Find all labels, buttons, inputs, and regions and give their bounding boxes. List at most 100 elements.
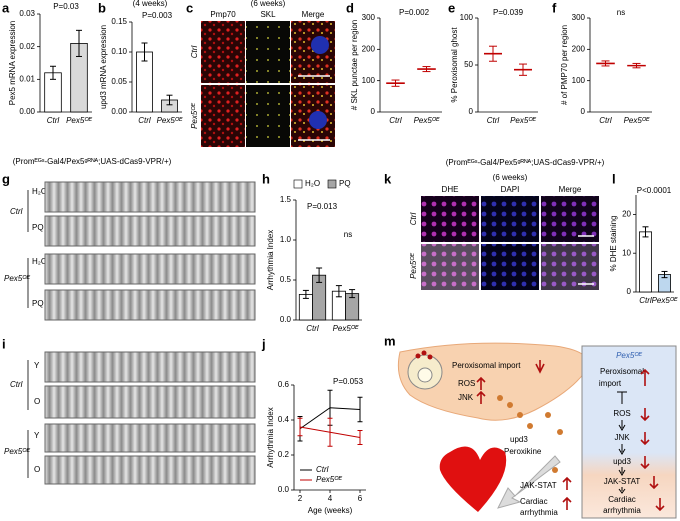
particle xyxy=(497,395,503,401)
secreted-factor xyxy=(497,395,563,473)
y-axis-label: Arrhythmia Index xyxy=(266,230,275,290)
x-tick-label: 6 xyxy=(358,494,363,503)
nucleus xyxy=(309,111,327,129)
row-label: Pex5ᴼᴱ xyxy=(409,253,418,279)
annotation: P=0.003 xyxy=(142,11,173,20)
y-tick-label: 0.6 xyxy=(278,380,290,389)
diagram-label: Peroxisomal import xyxy=(452,361,521,370)
y-tick-label: 300 xyxy=(572,13,586,22)
panel-label: g xyxy=(2,171,10,186)
box-step: Peroxisomal xyxy=(600,367,644,376)
image xyxy=(246,21,290,83)
x-tick-label: Pex5ᴼᴱ xyxy=(66,116,92,125)
column-label: DHE xyxy=(442,185,459,194)
row-label: Pex5ᴼᴱ xyxy=(190,103,199,129)
panel-label: f xyxy=(552,0,557,15)
box-title: Pex5ᴼᴱ xyxy=(616,351,642,360)
arrow-up xyxy=(562,476,572,510)
x-tick-label: Ctrl xyxy=(306,324,319,333)
peroxisome xyxy=(421,350,427,356)
legend-swatch xyxy=(293,179,303,189)
x-tick-label: 4 xyxy=(328,494,333,503)
row-label: H₂O xyxy=(32,187,47,196)
x-tick-label: Ctrl xyxy=(47,116,60,125)
annotation: P=0.002 xyxy=(399,8,430,17)
panel-label: d xyxy=(346,0,354,15)
kymograph xyxy=(44,253,256,285)
panel-label: j xyxy=(261,336,266,351)
legend-swatch xyxy=(327,179,337,189)
subtitle: (6 weeks) xyxy=(493,173,528,182)
box-step: arrhythmia xyxy=(603,506,641,515)
y-tick-label: 100 xyxy=(572,76,586,85)
y-tick-label: 0.10 xyxy=(111,47,127,56)
y-tick-label: 0 xyxy=(371,107,376,116)
y-tick-label: 0 xyxy=(627,287,632,296)
group-label: Pex5ᴼᴱ xyxy=(4,447,30,456)
arrow-down xyxy=(535,360,545,374)
kymograph xyxy=(44,181,256,213)
panel-label: i xyxy=(2,336,6,351)
y-tick-label: 100 xyxy=(460,13,474,22)
peroxisome xyxy=(427,354,433,360)
diagram-label: Cardiac xyxy=(520,497,548,506)
kymograph xyxy=(44,423,256,453)
annotation: P=0.039 xyxy=(493,8,524,17)
annotation: P<0.0001 xyxy=(637,186,672,195)
image xyxy=(421,196,479,242)
arrow-up xyxy=(640,368,650,386)
bar xyxy=(639,231,652,293)
y-axis-label: % DHE staining xyxy=(609,215,618,271)
row-label: PQ xyxy=(32,223,44,232)
y-tick-label: 0.01 xyxy=(19,74,35,83)
arrow-up xyxy=(476,376,486,404)
panel-label: k xyxy=(384,171,392,186)
y-tick-label: 0.02 xyxy=(19,42,35,51)
subtitle: (4 weeks) xyxy=(133,0,168,8)
image xyxy=(246,85,290,147)
legend-label: H₂O xyxy=(305,179,320,188)
row-label: H₂O xyxy=(32,257,47,266)
x-tick-label: Pex5ᴼᴱ xyxy=(652,296,678,305)
x-tick-label: Pex5ᴼᴱ xyxy=(333,324,359,333)
y-tick-label: 1.0 xyxy=(280,235,292,244)
pathway-arrow xyxy=(617,391,627,494)
image xyxy=(481,244,539,290)
particle xyxy=(557,429,563,435)
y-tick-label: 0.2 xyxy=(278,450,290,459)
box-step: JAK-STAT xyxy=(604,477,641,486)
micrographs xyxy=(201,21,335,147)
panel-label: m xyxy=(384,333,396,348)
x-tick-label: 2 xyxy=(298,494,303,503)
y-axis-label: % Peroxisomal ghost xyxy=(450,27,459,103)
row-label: Ctrl xyxy=(190,46,199,59)
legend-label: Ctrl xyxy=(316,465,329,474)
peroxisome xyxy=(415,353,421,359)
y-axis-label: Pex5 mRNA expression xyxy=(8,21,17,105)
kymograph xyxy=(44,385,256,419)
annotation: P=0.013 xyxy=(307,202,338,211)
y-tick-label: 0.00 xyxy=(19,107,35,116)
box-step: import xyxy=(599,379,622,388)
legend-label: Pex5ᴼᴱ xyxy=(316,475,342,484)
y-tick-label: 20 xyxy=(622,210,631,219)
diagram-label: Peroxikine xyxy=(504,447,542,456)
particle xyxy=(507,402,513,408)
particle xyxy=(517,412,523,418)
row-label: Ctrl xyxy=(409,213,418,226)
image xyxy=(291,21,335,83)
box-step: Cardiac xyxy=(608,495,636,504)
annotation: P=0.03 xyxy=(53,2,79,11)
x-tick-label: Ctrl xyxy=(487,116,500,125)
panel-label: c xyxy=(186,0,193,15)
annotation: ns xyxy=(617,8,625,17)
y-tick-label: 200 xyxy=(572,44,586,53)
arrow-down xyxy=(640,408,665,512)
genotype-caption: (Promᴱᴳˢ-Gal4/Pex5ᵍᴿᴺᴬ;UAS-dCas9-VPR/+) xyxy=(13,157,172,166)
y-tick-label: 0 xyxy=(581,107,586,116)
y-tick-label: 0.0 xyxy=(280,315,292,324)
y-axis-label: # of PMP70 per region xyxy=(560,25,569,105)
image xyxy=(201,21,245,83)
x-tick-label: Pex5ᴼᴱ xyxy=(510,116,536,125)
